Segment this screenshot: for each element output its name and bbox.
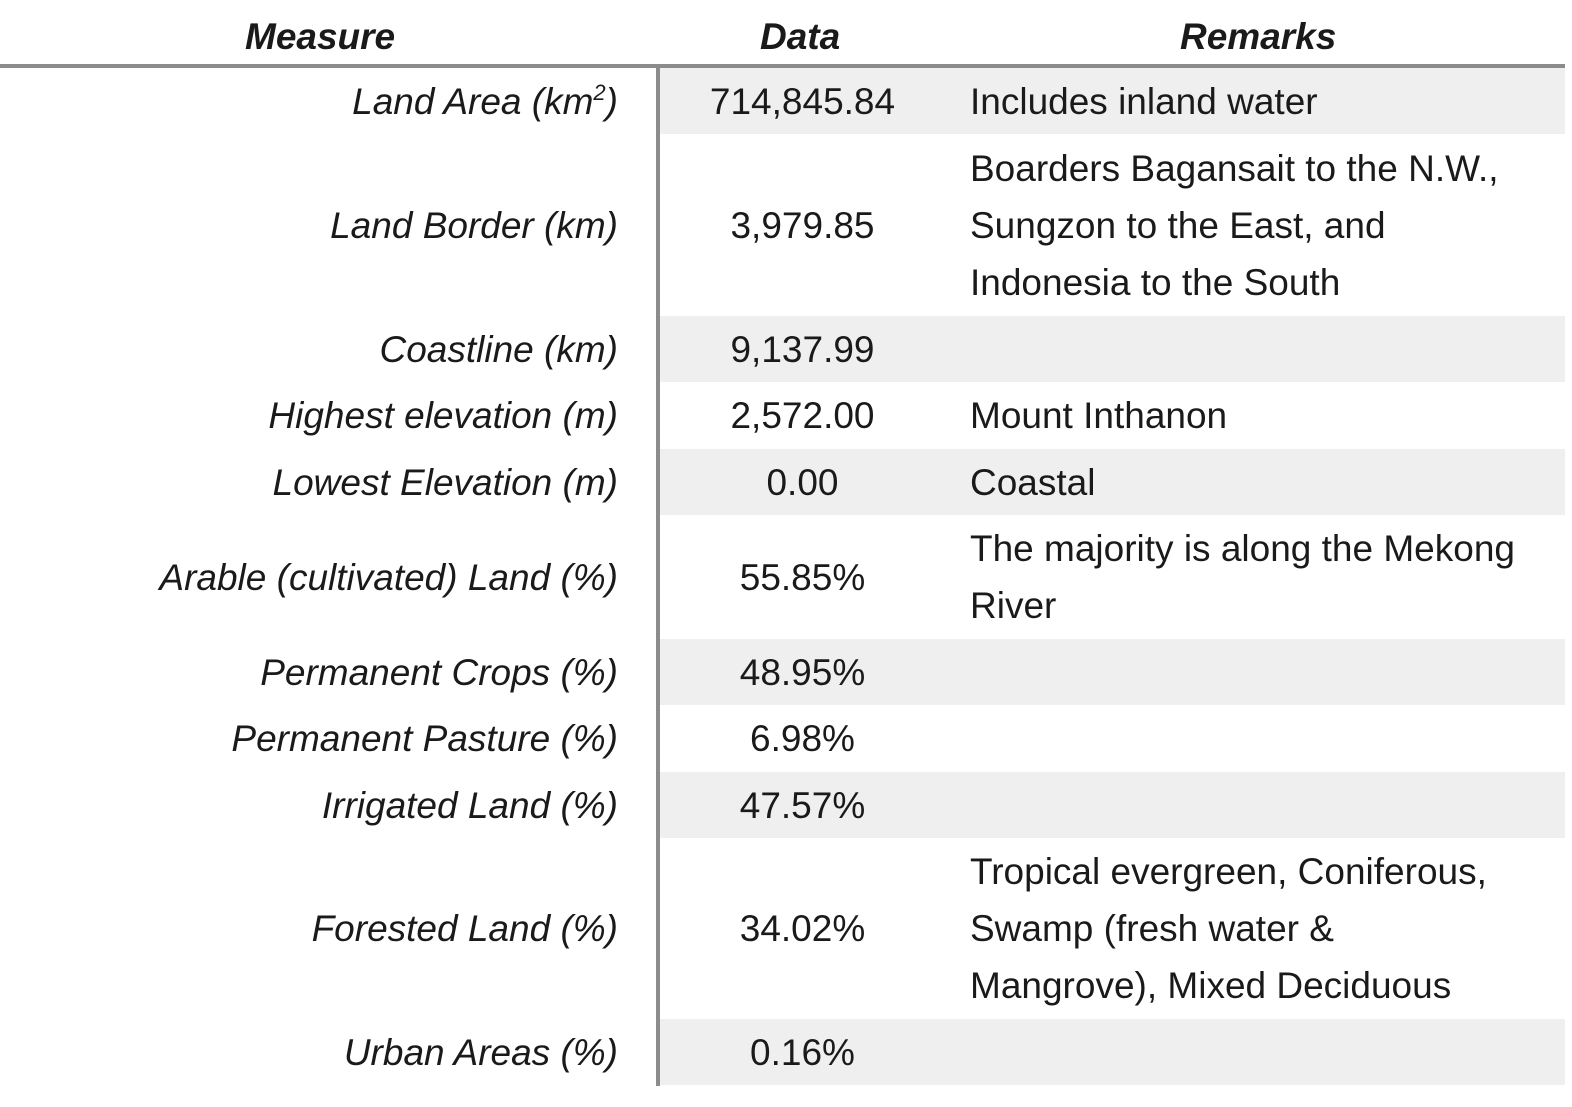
remarks-text: The majority is along the Mekong River xyxy=(970,528,1515,626)
remarks-cell: Mount Inthanon xyxy=(945,382,1565,449)
data-cell: 47.57% xyxy=(660,772,945,838)
table-row: Urban Areas (%) 0.16% xyxy=(0,1019,1565,1085)
remarks-text: Tropical evergreen, Coniferous, Swamp (f… xyxy=(970,851,1487,1006)
table-body: Land Area (km2) 714,845.84 Includes inla… xyxy=(0,68,1565,1085)
data-cell: 6.98% xyxy=(750,718,855,759)
remarks-cell: Includes inland water xyxy=(945,68,1565,134)
measure-superscript: 2 xyxy=(593,79,606,105)
table-row: Land Border (km) 3,979.85 Boarders Bagan… xyxy=(0,134,1565,316)
header-data: Data xyxy=(760,16,841,57)
measure-cell: Permanent Crops (%) xyxy=(260,651,618,693)
data-cell: 714,845.84 xyxy=(660,68,945,134)
data-cell: 3,979.85 xyxy=(730,204,875,246)
measure-cell: Forested Land (%) xyxy=(311,908,618,949)
measure-cell: Permanent Pasture (%) xyxy=(231,718,618,759)
remarks-cell xyxy=(945,639,1565,705)
remarks-cell xyxy=(945,1019,1565,1085)
data-cell: 34.02% xyxy=(739,908,866,949)
measure-cell: Highest elevation (m) xyxy=(268,395,618,436)
data-cell: 55.85% xyxy=(739,556,866,598)
data-cell: 0.00 xyxy=(660,449,945,515)
column-divider xyxy=(656,68,660,1086)
measure-cell: Coastline (km) xyxy=(379,328,619,370)
remarks-text: Boarders Bagansait to the N.W., Sungzon … xyxy=(970,147,1499,303)
remarks-cell: Boarders Bagansait to the N.W., Sungzon … xyxy=(945,134,1565,316)
measure-cell: Land Border (km) xyxy=(330,204,618,246)
remarks-cell: The majority is along the Mekong River xyxy=(945,515,1565,639)
remarks-cell xyxy=(945,316,1565,382)
remarks-text: Includes inland water xyxy=(970,80,1318,122)
table-row: Land Area (km2) 714,845.84 Includes inla… xyxy=(0,68,1565,134)
measure-cell: Land Area (km2) xyxy=(0,73,618,130)
remarks-cell: Tropical evergreen, Coniferous, Swamp (f… xyxy=(945,838,1565,1019)
data-cell: 0.16% xyxy=(660,1019,945,1085)
header-measure: Measure xyxy=(245,16,396,57)
measure-label: Land Area (km xyxy=(352,80,594,122)
remarks-cell xyxy=(945,772,1565,838)
remarks-text: Coastal xyxy=(970,461,1096,503)
measure-cell: Irrigated Land (%) xyxy=(321,784,618,826)
remarks-cell: Coastal xyxy=(945,449,1565,515)
table-row: Forested Land (%) 34.02% Tropical evergr… xyxy=(0,838,1565,1019)
land-statistics-table: Measure Data Remarks Land Area (km2) 714… xyxy=(0,0,1565,1086)
table-row: Permanent Pasture (%) 6.98% xyxy=(0,705,1565,772)
data-cell: 48.95% xyxy=(660,639,945,705)
data-cell: 2,572.00 xyxy=(730,395,875,436)
data-cell: 9,137.99 xyxy=(660,316,945,382)
measure-cell: Urban Areas (%) xyxy=(343,1031,618,1073)
table-header: Measure Data Remarks xyxy=(0,0,1565,68)
measure-suffix: ) xyxy=(605,80,618,122)
table-row: Highest elevation (m) 2,572.00 Mount Int… xyxy=(0,382,1565,449)
table-row: Coastline (km) 9,137.99 xyxy=(0,316,1565,382)
header-remarks: Remarks xyxy=(1180,16,1337,57)
table-row: Arable (cultivated) Land (%) 55.85% The … xyxy=(0,515,1565,639)
table-row: Irrigated Land (%) 47.57% xyxy=(0,772,1565,838)
table-row: Permanent Crops (%) 48.95% xyxy=(0,639,1565,705)
table-row: Lowest Elevation (m) 0.00 Coastal xyxy=(0,449,1565,515)
remarks-cell xyxy=(945,705,1565,772)
remarks-text: Mount Inthanon xyxy=(970,395,1228,436)
measure-cell: Lowest Elevation (m) xyxy=(272,461,618,503)
measure-cell: Arable (cultivated) Land (%) xyxy=(159,556,618,598)
